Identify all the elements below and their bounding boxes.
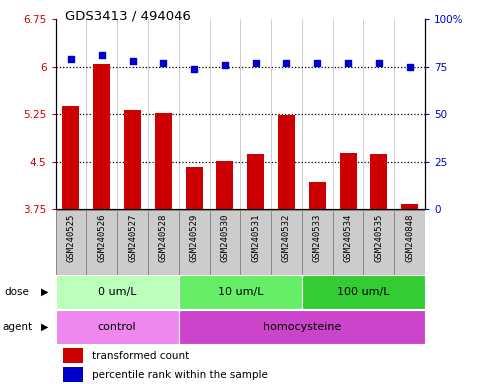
Bar xyxy=(179,310,425,344)
Bar xyxy=(117,210,148,275)
Text: GSM240528: GSM240528 xyxy=(159,213,168,262)
Bar xyxy=(62,106,79,209)
Bar xyxy=(124,110,141,209)
Bar xyxy=(333,210,364,275)
Bar xyxy=(247,154,264,209)
Point xyxy=(67,56,75,62)
Bar xyxy=(401,204,418,209)
Bar xyxy=(216,161,233,209)
Bar xyxy=(155,113,172,209)
Text: GSM240848: GSM240848 xyxy=(405,213,414,262)
Bar xyxy=(370,154,387,209)
Point xyxy=(221,62,229,68)
Text: control: control xyxy=(98,322,136,332)
Point xyxy=(159,60,167,66)
Point xyxy=(128,58,136,64)
Text: GSM240529: GSM240529 xyxy=(190,213,199,262)
Bar xyxy=(56,210,86,275)
Point xyxy=(344,60,352,66)
Bar xyxy=(302,275,425,309)
Bar xyxy=(63,367,84,382)
Text: GSM240533: GSM240533 xyxy=(313,213,322,262)
Bar xyxy=(364,210,394,275)
Text: ▶: ▶ xyxy=(41,322,49,332)
Bar xyxy=(179,275,302,309)
Bar xyxy=(56,275,179,309)
Text: GSM240525: GSM240525 xyxy=(67,213,75,262)
Text: 100 um/L: 100 um/L xyxy=(337,287,390,297)
Bar xyxy=(56,310,179,344)
Bar xyxy=(394,210,425,275)
Bar xyxy=(309,182,326,209)
Text: GSM240526: GSM240526 xyxy=(97,213,106,262)
Point xyxy=(283,60,290,66)
Point xyxy=(375,60,383,66)
Point xyxy=(406,64,413,70)
Text: percentile rank within the sample: percentile rank within the sample xyxy=(93,370,269,380)
Bar xyxy=(271,210,302,275)
Text: GSM240535: GSM240535 xyxy=(374,213,384,262)
Bar xyxy=(302,210,333,275)
Bar xyxy=(93,64,110,209)
Bar xyxy=(63,348,84,363)
Point xyxy=(190,66,198,72)
Bar xyxy=(148,210,179,275)
Text: ▶: ▶ xyxy=(41,287,49,297)
Text: GSM240527: GSM240527 xyxy=(128,213,137,262)
Text: GSM240532: GSM240532 xyxy=(282,213,291,262)
Bar xyxy=(179,210,210,275)
Bar xyxy=(240,210,271,275)
Bar xyxy=(86,210,117,275)
Text: GSM240531: GSM240531 xyxy=(251,213,260,262)
Point xyxy=(98,52,106,58)
Text: homocysteine: homocysteine xyxy=(263,322,341,332)
Bar xyxy=(185,167,202,209)
Bar xyxy=(340,153,356,209)
Bar xyxy=(210,210,240,275)
Text: GSM240530: GSM240530 xyxy=(220,213,229,262)
Text: dose: dose xyxy=(5,287,30,297)
Text: 0 um/L: 0 um/L xyxy=(98,287,136,297)
Text: GDS3413 / 494046: GDS3413 / 494046 xyxy=(65,10,191,23)
Text: transformed count: transformed count xyxy=(93,351,190,361)
Text: 10 um/L: 10 um/L xyxy=(217,287,263,297)
Text: agent: agent xyxy=(2,322,32,332)
Bar xyxy=(278,115,295,209)
Point xyxy=(313,60,321,66)
Point xyxy=(252,60,259,66)
Text: GSM240534: GSM240534 xyxy=(343,213,353,262)
